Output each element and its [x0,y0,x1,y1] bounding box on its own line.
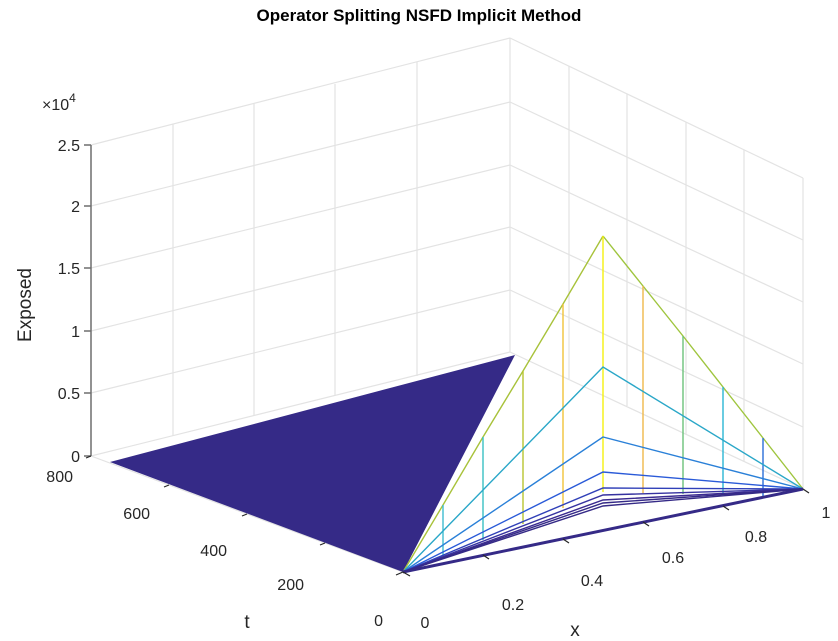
z-axis [84,144,92,457]
x-tick-label: 0 [421,615,430,632]
x-tick-label: 0.8 [745,529,767,546]
t-tick-label: 600 [123,506,150,523]
t-tick-label: 0 [374,613,383,630]
chart-title: Operator Splitting NSFD Implicit Method [256,6,582,25]
z-tick-label: 0 [71,449,80,466]
x-tick-label: 0.2 [502,597,524,614]
floor-axes [85,455,810,577]
t-tick-label: 400 [200,543,227,560]
x-tick-label: 1 [822,505,831,522]
z-axis-label: Exposed [15,268,36,342]
z-tick-label: 1.5 [58,261,80,278]
z-tick-label: 0.5 [58,386,80,403]
flat-surface [110,355,515,572]
x-tick-label: 0.6 [662,550,684,567]
t-tick-label: 200 [277,577,304,594]
surface-wireframe [402,235,804,574]
z-tick-label: 2 [71,199,80,216]
x-tick-label: 0.4 [581,573,603,590]
t-tick-label: 800 [46,469,73,486]
z-multiplier: ×104 [42,91,76,114]
z-tick-label: 1 [71,324,80,341]
grid-lines [90,37,804,573]
z-tick-label: 2.5 [58,138,80,155]
t-axis-label: t [244,612,250,633]
x-axis-label: x [570,620,580,641]
